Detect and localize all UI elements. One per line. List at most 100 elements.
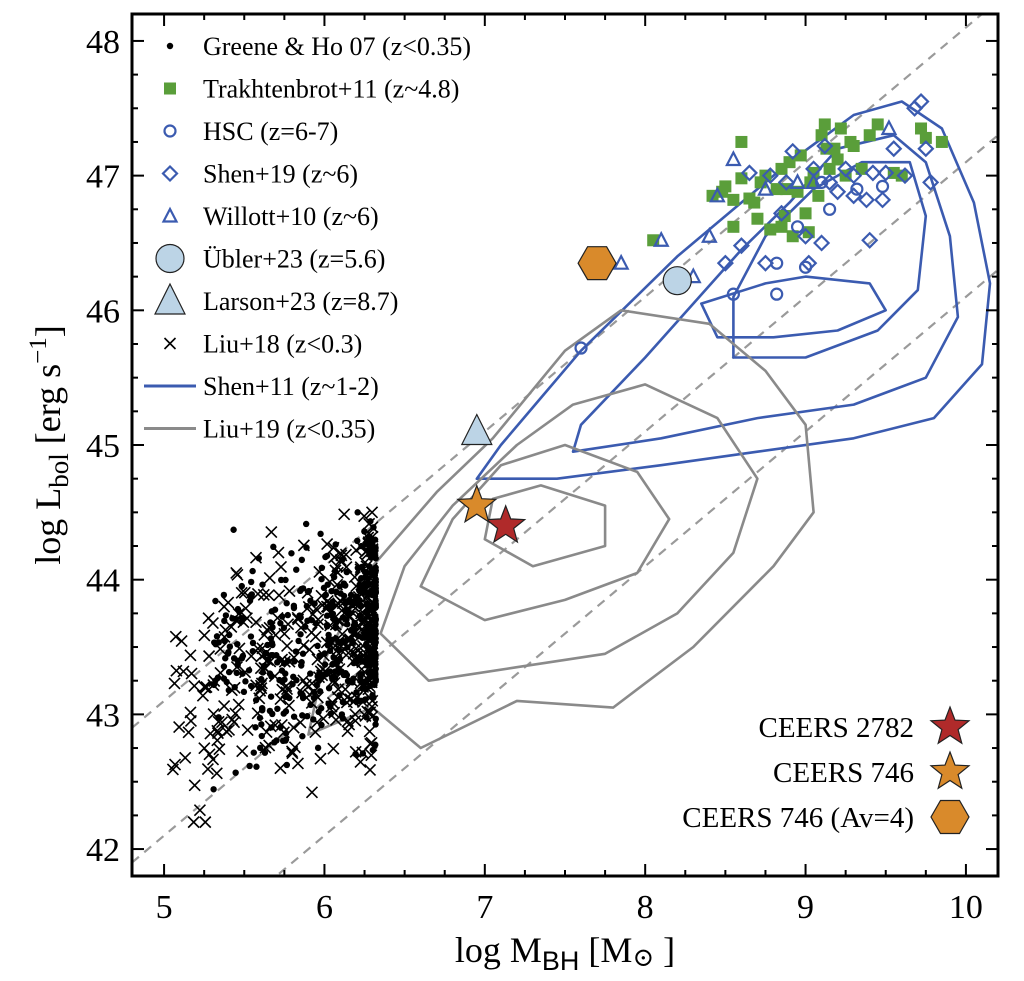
- data-point: [230, 661, 243, 674]
- data-point: [358, 510, 371, 523]
- data-point: [282, 670, 289, 677]
- data-point: [206, 753, 220, 766]
- data-point: [818, 118, 831, 131]
- data-point: [253, 692, 266, 705]
- data-point: [331, 651, 344, 665]
- data-point: [716, 254, 734, 272]
- data-point: [252, 696, 260, 704]
- data-point: [222, 612, 230, 619]
- data-point: [363, 517, 376, 530]
- data-point: [333, 588, 340, 596]
- data-point: [199, 816, 212, 829]
- data-point: [821, 173, 839, 191]
- data-point: [204, 727, 217, 740]
- data-point: [280, 686, 293, 699]
- data-point: [307, 685, 321, 698]
- highlight-point: [484, 504, 527, 544]
- data-point: [354, 561, 367, 574]
- data-point: [233, 642, 246, 655]
- data-point: [214, 642, 227, 656]
- data-point: [363, 628, 376, 641]
- data-point: [246, 762, 253, 770]
- data-point: [314, 752, 327, 765]
- data-point: [732, 237, 750, 255]
- data-point: [895, 169, 908, 182]
- data-point: [333, 638, 346, 652]
- data-point: [328, 676, 341, 690]
- data-point: [284, 611, 291, 619]
- data-point: [350, 653, 364, 666]
- data-point: [877, 164, 895, 182]
- highlight-points: [456, 246, 692, 544]
- legend-label: Shen+19 (z~6): [203, 160, 358, 189]
- data-point: [274, 762, 287, 775]
- data-point: [240, 688, 248, 696]
- data-point: [184, 649, 197, 662]
- data-point: [336, 628, 349, 641]
- data-point: [316, 669, 329, 682]
- data-point: [309, 602, 323, 615]
- data-point: [365, 700, 379, 713]
- y-tick-label: 48: [86, 24, 120, 61]
- data-point: [215, 714, 222, 721]
- data-point: [311, 653, 324, 666]
- data-point: [282, 699, 296, 712]
- data-point: [239, 602, 252, 615]
- data-point: [259, 662, 272, 675]
- data-point: [232, 607, 245, 621]
- data-point: [225, 668, 233, 676]
- data-point: [333, 663, 346, 676]
- data-point: [864, 164, 882, 182]
- y-tick-label: 45: [86, 428, 120, 465]
- data-point: [845, 187, 863, 205]
- data-point: [213, 633, 221, 640]
- data-point: [173, 721, 186, 734]
- y-tick-label: 47: [86, 159, 120, 196]
- contour-level: [307, 309, 815, 750]
- data-point: [291, 757, 304, 770]
- data-point: [222, 596, 235, 609]
- y-tick-label: 43: [86, 697, 120, 734]
- data-point: [201, 762, 214, 776]
- data-point: [719, 180, 732, 193]
- data-point: [255, 682, 268, 695]
- data-point: [317, 530, 324, 538]
- data-point: [352, 590, 365, 603]
- data-point: [329, 713, 343, 726]
- data-point: [184, 706, 197, 719]
- data-point: [727, 220, 740, 233]
- data-point: [612, 253, 630, 270]
- data-point: [652, 230, 670, 247]
- data-point: [222, 655, 229, 662]
- data-point: [283, 655, 296, 668]
- data-point: [784, 142, 802, 160]
- data-point: [269, 719, 282, 732]
- data-point: [249, 551, 263, 564]
- data-point: [355, 663, 368, 676]
- data-point: [188, 679, 201, 693]
- data-point: [299, 712, 306, 719]
- legend-marker: [155, 243, 185, 274]
- data-point: [293, 566, 300, 573]
- data-point: [725, 150, 742, 167]
- ceers-legend: CEERS 2782 CEERS 746 CEERS 746 (Av=4): [682, 705, 971, 835]
- data-point: [294, 621, 308, 634]
- legend-label: Willott+10 (z~6): [203, 202, 379, 231]
- data-point: [254, 679, 268, 692]
- data-point: [354, 537, 361, 545]
- data-point: [871, 118, 884, 131]
- data-point: [210, 786, 217, 793]
- data-point: [915, 122, 928, 135]
- data-point: [313, 565, 326, 578]
- data-point: [912, 92, 930, 111]
- data-point: [358, 613, 371, 626]
- ceers-legend-marker: [929, 750, 971, 790]
- legend-label: HSC (z=6-7): [203, 117, 338, 146]
- data-point: [264, 720, 277, 733]
- data-point: [277, 726, 290, 739]
- data-point: [281, 676, 288, 683]
- data-point: [362, 531, 375, 544]
- legend-marker: [154, 282, 186, 315]
- ceers-legend-label: CEERS 746: [773, 757, 914, 789]
- data-point: [212, 597, 219, 605]
